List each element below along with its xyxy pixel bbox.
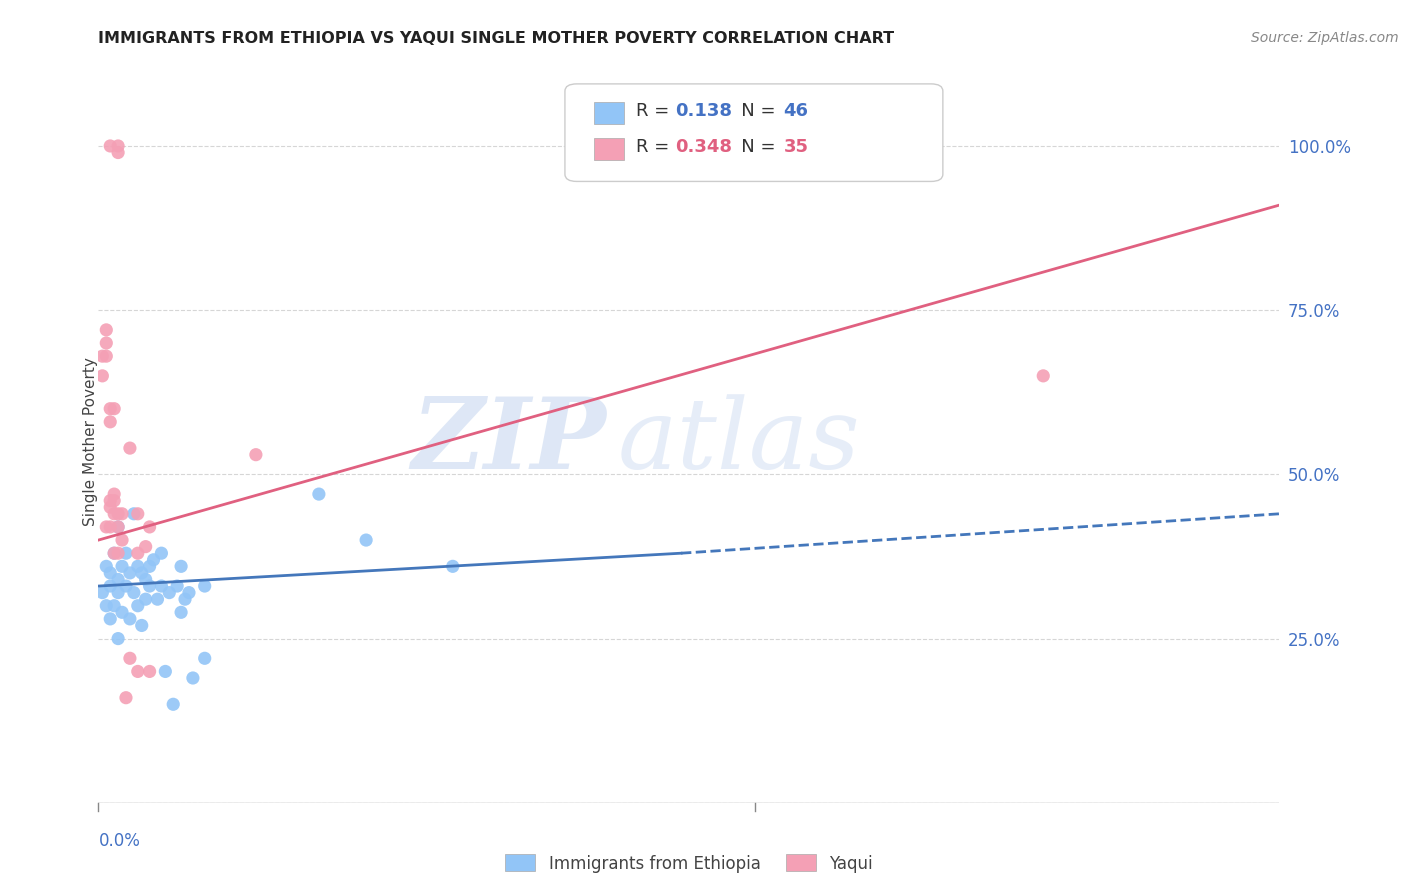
Text: N =: N =	[724, 138, 782, 156]
Point	[194, 651, 217, 665]
Point	[96, 599, 118, 613]
Point	[354, 533, 377, 547]
Text: N =: N =	[724, 103, 782, 120]
Point	[135, 573, 157, 587]
Text: IMMIGRANTS FROM ETHIOPIA VS YAQUI SINGLE MOTHER POVERTY CORRELATION CHART: IMMIGRANTS FROM ETHIOPIA VS YAQUI SINGLE…	[98, 31, 894, 46]
Text: 0.0%: 0.0%	[98, 831, 141, 850]
Point	[98, 401, 121, 416]
Point	[127, 546, 149, 560]
Point	[118, 566, 141, 580]
Point	[127, 599, 149, 613]
Point	[91, 585, 114, 599]
Y-axis label: Single Mother Poverty: Single Mother Poverty	[83, 357, 97, 526]
Point	[118, 612, 141, 626]
Point	[135, 540, 157, 554]
Point	[131, 566, 153, 580]
Point	[181, 671, 204, 685]
Point	[103, 507, 125, 521]
Text: R =: R =	[636, 138, 675, 156]
Point	[103, 546, 125, 560]
Point	[107, 520, 129, 534]
Point	[98, 139, 121, 153]
Point	[98, 415, 121, 429]
Text: 46: 46	[783, 103, 808, 120]
Point	[115, 546, 138, 560]
Point	[98, 520, 121, 534]
Point	[91, 368, 114, 383]
Point	[96, 349, 118, 363]
Point	[107, 573, 129, 587]
Point	[107, 507, 129, 521]
Point	[98, 579, 121, 593]
Point	[91, 349, 114, 363]
Point	[107, 632, 129, 646]
Point	[127, 559, 149, 574]
Point	[98, 500, 121, 515]
Point	[127, 507, 149, 521]
Point	[174, 592, 197, 607]
Point	[118, 441, 141, 455]
Point	[103, 487, 125, 501]
Point	[111, 605, 134, 619]
Point	[138, 665, 160, 679]
Point	[194, 579, 217, 593]
Point	[138, 559, 160, 574]
Point	[441, 559, 464, 574]
Point	[96, 520, 118, 534]
Point	[170, 605, 193, 619]
Point	[170, 559, 193, 574]
FancyBboxPatch shape	[595, 138, 624, 160]
Point	[115, 579, 138, 593]
Point	[103, 599, 125, 613]
Point	[96, 323, 118, 337]
Point	[103, 401, 125, 416]
Point	[142, 553, 165, 567]
Point	[308, 487, 330, 501]
Point	[103, 546, 125, 560]
Point	[245, 448, 267, 462]
Point	[155, 665, 177, 679]
Legend: Immigrants from Ethiopia, Yaqui: Immigrants from Ethiopia, Yaqui	[499, 847, 879, 880]
Point	[96, 336, 118, 351]
Point	[150, 546, 173, 560]
Point	[107, 546, 129, 560]
Point	[111, 533, 134, 547]
Point	[107, 145, 129, 160]
Point	[138, 579, 160, 593]
Point	[131, 618, 153, 632]
Point	[1032, 368, 1054, 383]
Point	[135, 592, 157, 607]
Text: atlas: atlas	[619, 394, 860, 489]
Point	[111, 507, 134, 521]
Text: R =: R =	[636, 103, 675, 120]
FancyBboxPatch shape	[595, 102, 624, 124]
Point	[96, 559, 118, 574]
Point	[166, 579, 188, 593]
Point	[98, 612, 121, 626]
Point	[107, 139, 129, 153]
Text: ZIP: ZIP	[412, 393, 606, 490]
Point	[146, 592, 169, 607]
Point	[115, 690, 138, 705]
Point	[122, 585, 145, 599]
Point	[127, 665, 149, 679]
Point	[111, 559, 134, 574]
Point	[107, 520, 129, 534]
Point	[98, 493, 121, 508]
Point	[122, 507, 145, 521]
Point	[107, 585, 129, 599]
FancyBboxPatch shape	[565, 84, 943, 181]
Text: 35: 35	[783, 138, 808, 156]
Point	[150, 579, 173, 593]
Point	[118, 651, 141, 665]
Point	[177, 585, 200, 599]
Point	[157, 585, 180, 599]
Point	[98, 566, 121, 580]
Text: 0.138: 0.138	[675, 103, 731, 120]
Point	[138, 520, 160, 534]
Point	[162, 698, 184, 712]
Text: Source: ZipAtlas.com: Source: ZipAtlas.com	[1251, 31, 1399, 45]
Text: 0.348: 0.348	[675, 138, 731, 156]
Point	[103, 493, 125, 508]
